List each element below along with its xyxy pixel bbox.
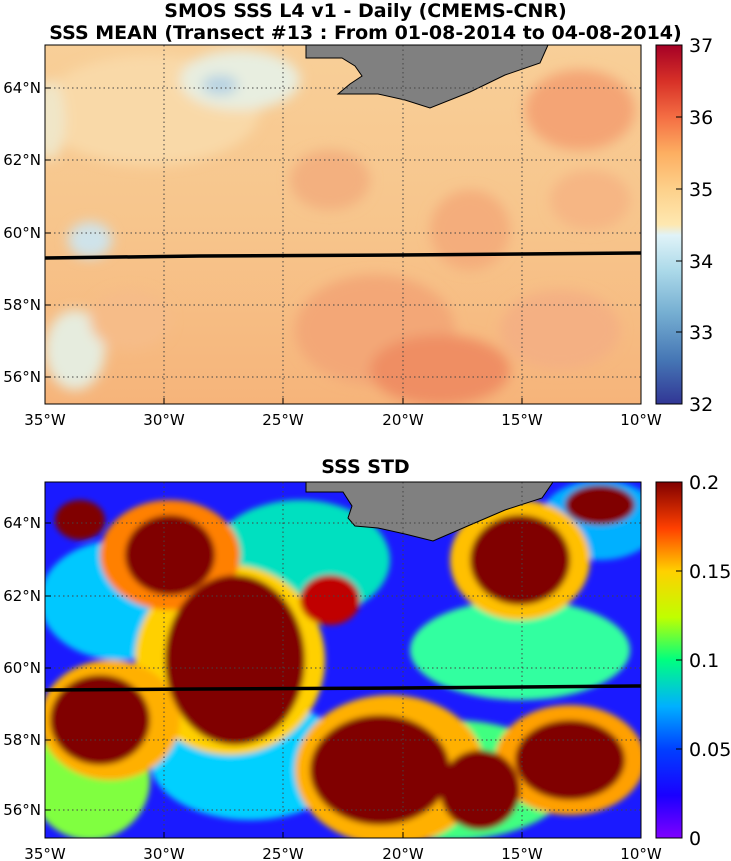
mean-lat-label: 58°N: [3, 296, 41, 314]
std-lon-label: 15°W: [501, 845, 543, 861]
std-transect-line: [44, 684, 642, 692]
mean-colorbar-label: 37: [689, 35, 713, 57]
mean-map-panel: 35°W 30°W 25°W 20°W 15°W 10°W 56°N 58°N …: [3, 35, 713, 429]
figure-subtitle: SSS MEAN (Transect #13 : From 01-08-2014…: [49, 22, 682, 44]
std-lat-label: 60°N: [3, 659, 41, 677]
std-lon-label: 20°W: [382, 845, 424, 861]
mean-lat-label: 62°N: [3, 151, 41, 169]
mean-colorbar-label: 32: [689, 394, 713, 416]
std-colorbar-label: 0.2: [689, 472, 719, 494]
mean-lon-label: 35°W: [24, 411, 66, 429]
std-panel-title: SSS STD: [321, 456, 410, 478]
std-lat-label: 56°N: [3, 801, 41, 819]
std-lon-label: 35°W: [24, 845, 66, 861]
std-lat-label: 58°N: [3, 731, 41, 749]
std-colorbar-label: 0.1: [689, 650, 719, 672]
std-lat-label: 64°N: [3, 514, 41, 532]
mean-map-frame: [44, 44, 642, 405]
mean-lat-tick-labels: 56°N 58°N 60°N 62°N 64°N: [3, 79, 41, 386]
land-mass-iceland: [305, 481, 554, 542]
mean-lon-label: 25°W: [262, 411, 304, 429]
mean-colorbar-label: 36: [689, 107, 713, 129]
mean-colorbar-label: 35: [689, 179, 713, 201]
mean-lat-label: 64°N: [3, 79, 41, 97]
std-salinity-field: [45, 482, 641, 838]
mean-lon-label: 10°W: [620, 411, 662, 429]
mean-lon-label: 20°W: [382, 411, 424, 429]
std-colorbar: 0 0.05 0.1 0.15 0.2: [655, 472, 731, 850]
mean-lon-tick-labels: 35°W 30°W 25°W 20°W 15°W 10°W: [24, 411, 662, 429]
std-grid: [45, 482, 641, 838]
mean-colorbar-label: 33: [689, 322, 713, 344]
std-lon-label: 30°W: [143, 845, 185, 861]
std-lat-label: 62°N: [3, 587, 41, 605]
mean-colorbar: 32 33 34 35 36 37: [655, 35, 713, 416]
mean-grid: [45, 45, 641, 404]
std-lon-label: 10°W: [620, 845, 662, 861]
std-colorbar-label: 0.15: [689, 561, 731, 583]
std-lat-tick-labels: 56°N 58°N 60°N 62°N 64°N: [3, 514, 41, 819]
mean-transect-line: [44, 251, 642, 260]
mean-salinity-field: [45, 45, 641, 404]
mean-lat-label: 60°N: [3, 224, 41, 242]
std-map-panel: 35°W 30°W 25°W 20°W 15°W 10°W 56°N 58°N …: [3, 472, 731, 861]
std-map-frame: [44, 481, 642, 839]
mean-lon-label: 30°W: [143, 411, 185, 429]
mean-lat-label: 56°N: [3, 368, 41, 386]
mean-colorbar-label: 34: [689, 251, 713, 273]
std-lon-label: 25°W: [262, 845, 304, 861]
mean-tick-marks: [44, 87, 642, 404]
std-colorbar-label: 0: [689, 828, 701, 850]
figure-title: SMOS SSS L4 v1 - Daily (CMEMS-CNR): [164, 0, 567, 22]
std-colorbar-label: 0.05: [689, 739, 731, 761]
mean-lon-label: 15°W: [501, 411, 543, 429]
std-lon-tick-labels: 35°W 30°W 25°W 20°W 15°W 10°W: [24, 845, 662, 861]
std-tick-marks: [44, 522, 642, 838]
